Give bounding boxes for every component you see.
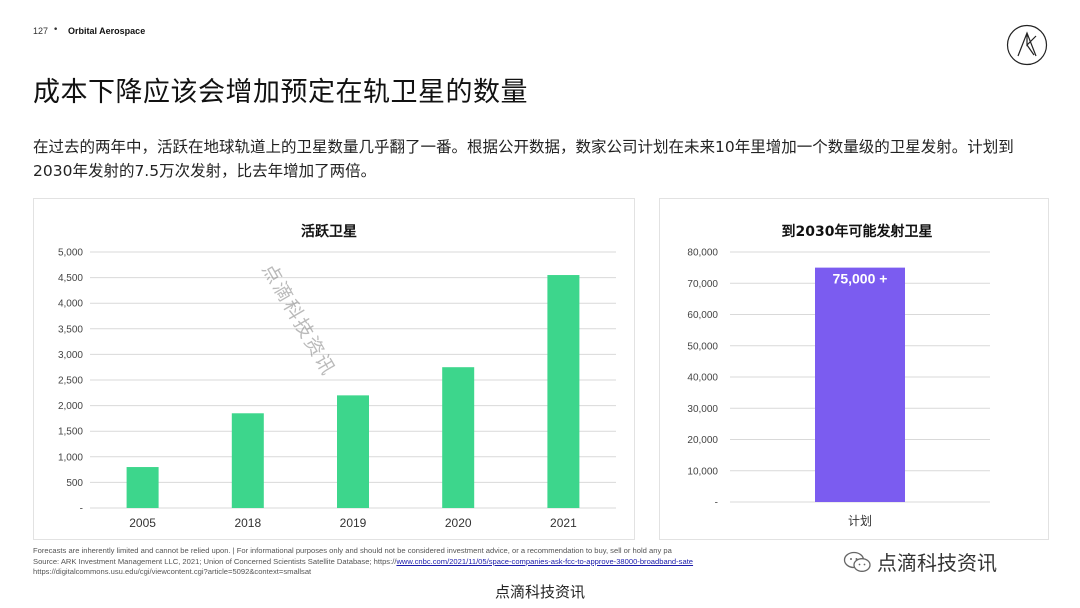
y-tick-label: 50,000 <box>687 341 718 352</box>
y-tick-label: 70,000 <box>687 279 718 290</box>
y-tick-label: 60,000 <box>687 310 718 321</box>
y-tick-label: 3,500 <box>58 324 83 335</box>
wechat-watermark: 点滴科技资讯 <box>843 547 997 576</box>
bar <box>815 267 905 502</box>
bottom-watermark: 点滴科技资讯 <box>494 583 585 601</box>
active-satellites-chart: 活跃卫星 - 500 1,000 1,500 2,000 2,500 3,000 3,500 4,… <box>58 223 616 530</box>
y-tick-label: 5,000 <box>58 248 83 259</box>
chart-title: 到2030年可能发射卫星 <box>782 223 933 240</box>
x-tick-label: 2005 <box>129 516 156 530</box>
bar <box>231 413 264 508</box>
brand-name: Orbital Aerospace <box>68 26 146 36</box>
y-tick-label: 80,000 <box>687 248 718 259</box>
y-tick-label: - <box>715 498 718 509</box>
y-tick-label: 4,000 <box>58 299 83 310</box>
slide-title: 成本下降应该会增加预定在轨卫星的数量 <box>33 77 528 108</box>
y-tick-label: 40,000 <box>687 373 718 384</box>
wechat-account-name: 点滴科技资讯 <box>877 551 997 575</box>
y-tick-label: 20,000 <box>687 435 718 446</box>
bar <box>126 467 159 508</box>
page-number: 127 <box>33 26 49 36</box>
wechat-icon <box>843 551 871 572</box>
x-tick-label: 2021 <box>550 516 577 530</box>
y-tick-label: 4,500 <box>58 273 83 284</box>
y-tick-label: 500 <box>66 478 83 489</box>
bar <box>337 395 369 508</box>
planned-satellites-chart-panel: 到2030年可能发射卫星 - 10,000 20,000 30,000 40,000 50,… <box>659 198 1049 540</box>
chart-title: 活跃卫星 <box>301 223 357 240</box>
intro-paragraph: 在过去的两年中，活跃在地球轨道上的卫星数量几乎翻了一番。根据公开数据，数家公司计… <box>33 138 1014 180</box>
source-link[interactable]: www.cnbc.com/2021/11/05/space-companies-… <box>396 556 694 566</box>
footnote-source: Source: ARK Investment Management LLC, 2… <box>33 557 863 568</box>
x-tick-label: 2018 <box>234 516 261 530</box>
planned-satellites-chart: 到2030年可能发射卫星 - 10,000 20,000 30,000 40,000 50,… <box>687 223 990 528</box>
footnote-source-url: https://digitalcommons.usu.edu/cgi/viewc… <box>33 567 312 576</box>
y-tick-label: 1,500 <box>58 427 83 438</box>
bar <box>547 275 580 508</box>
data-label: 75,000 + <box>833 271 888 287</box>
y-tick-label: 3,000 <box>58 350 83 361</box>
separator-dot: • <box>53 25 59 35</box>
active-satellites-chart-panel: 活跃卫星 - 500 1,000 1,500 2,000 2,500 3,000 3,500 4,… <box>33 198 635 540</box>
x-tick-label: 2019 <box>340 516 367 530</box>
bar <box>442 367 475 508</box>
x-tick-label: 计划 <box>848 514 872 528</box>
y-tick-label: 30,000 <box>687 404 718 415</box>
y-tick-label: 10,000 <box>687 466 718 477</box>
y-tick-label: 2,000 <box>58 401 83 412</box>
y-tick-label: 1,000 <box>58 452 83 463</box>
x-tick-label: 2020 <box>445 516 472 530</box>
y-tick-label: 2,500 <box>58 376 83 387</box>
y-tick-label: - <box>80 504 83 515</box>
ark-logo-icon <box>1006 24 1048 66</box>
footnote-source-text: Source: ARK Investment Management LLC, 2… <box>33 556 397 566</box>
footnote-disclaimer: Forecasts are inherently limited and can… <box>33 546 672 555</box>
footnote: Forecasts are inherently limited and can… <box>33 546 863 578</box>
